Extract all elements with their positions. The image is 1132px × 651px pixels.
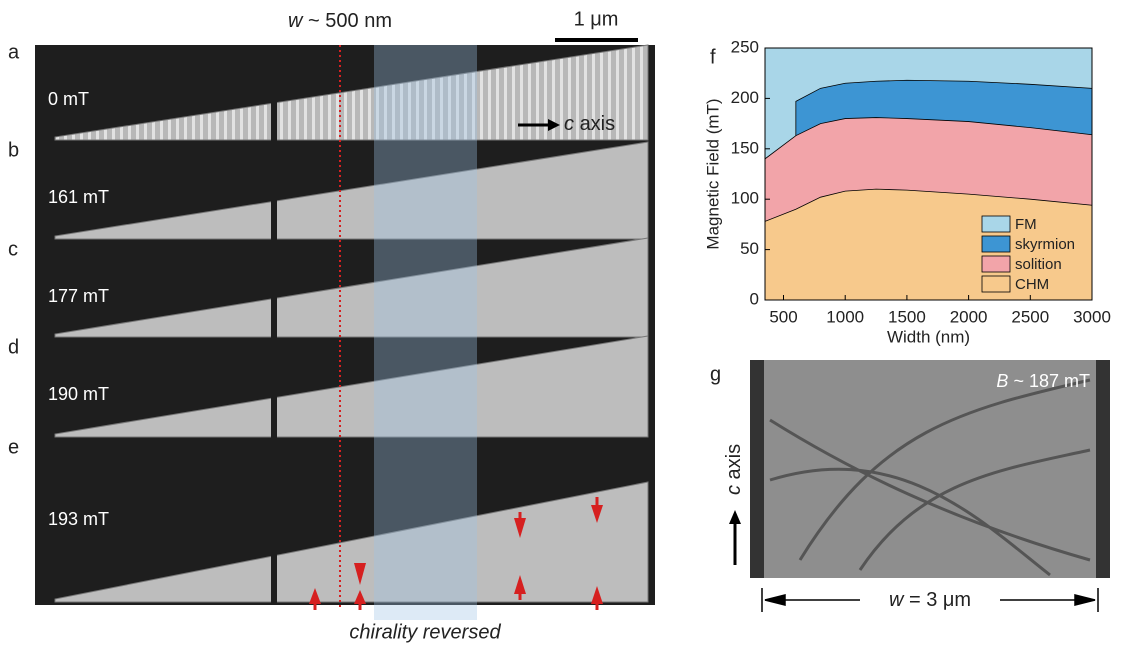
- width-label: w = 3 μm: [889, 589, 971, 611]
- field-label: 0 mT: [48, 89, 89, 109]
- x-tick-label: 1000: [826, 307, 864, 326]
- highlight-band: [374, 45, 477, 620]
- x-tick-label: 1500: [888, 307, 926, 326]
- x-tick-label: 3000: [1073, 307, 1111, 326]
- legend-label: CHM: [1015, 276, 1049, 293]
- x-tick-label: 2500: [1011, 307, 1049, 326]
- gap: [271, 340, 277, 440]
- panel-label: c: [8, 238, 18, 260]
- text: ~ 187 mT: [1013, 371, 1090, 391]
- nanostrip: [54, 237, 649, 338]
- symbol: w: [288, 10, 304, 32]
- plot-frame: [764, 47, 1093, 301]
- nanostrip: [54, 141, 649, 240]
- panel-label: g: [710, 363, 721, 385]
- symbol: c: [564, 113, 574, 135]
- phase-diagram: 0 50 100 150 200 250 500 1000 1500 2000 2500 3000 Wi…: [703, 37, 1110, 346]
- gap: [271, 143, 277, 242]
- g-axis: c axis: [723, 444, 745, 495]
- text: = 3 μm: [909, 589, 971, 611]
- x-tick-label: 2000: [950, 307, 988, 326]
- edge: [1096, 360, 1110, 578]
- image-g: [750, 360, 1110, 578]
- legend-swatch: [981, 235, 1011, 253]
- nanostrip: [54, 481, 649, 603]
- symbol: c: [723, 485, 745, 495]
- symbol: B: [996, 371, 1008, 391]
- y-tick-label: 0: [750, 289, 759, 308]
- width-marker: w ~ 500 nm: [288, 10, 392, 32]
- panel-label: f: [710, 46, 716, 68]
- y-axis-label: Magnetic Field (mT): [703, 98, 722, 249]
- panel-label: d: [8, 336, 19, 358]
- text: ~ 500 nm: [308, 10, 392, 32]
- y-tick-label: 250: [731, 37, 759, 56]
- field-label: 193 mT: [48, 509, 109, 529]
- legend-swatch: [981, 275, 1011, 293]
- symbol: w: [889, 589, 905, 611]
- field-label: 177 mT: [48, 286, 109, 306]
- legend-swatch: [981, 255, 1011, 273]
- axis-marker: c axis: [564, 113, 615, 135]
- edge: [750, 360, 764, 578]
- gap: [271, 45, 277, 143]
- text: axis: [723, 444, 745, 480]
- y-tick-label: 200: [731, 88, 759, 107]
- field-label: B ~ 187 mT: [996, 371, 1090, 391]
- red-arrows: [309, 497, 603, 610]
- y-tick-label: 50: [740, 239, 759, 258]
- gap: [271, 242, 277, 340]
- scale-bar-label: 1 μm: [574, 8, 619, 30]
- microscopy-panels: a 0 mT b 161 mT c 177 mT d 190 mT e 193 mT: [8, 41, 655, 605]
- legend-label: FM: [1015, 216, 1037, 233]
- axis-arrow-head: [548, 119, 560, 131]
- panel-label: b: [8, 139, 19, 161]
- width-arrow: [761, 588, 1099, 612]
- y-tick-label: 150: [731, 138, 759, 157]
- legend-swatch: [981, 215, 1011, 233]
- nanostrip: [54, 335, 649, 438]
- legend-label: skyrmion: [1015, 236, 1075, 253]
- panel-label: a: [8, 41, 20, 63]
- text: axis: [580, 113, 616, 135]
- field-label: 161 mT: [48, 187, 109, 207]
- axis-arrow-head: [729, 510, 741, 524]
- panel-label: e: [8, 436, 19, 458]
- texture: [769, 378, 1091, 577]
- gap: [271, 440, 277, 605]
- x-axis-label: Width (nm): [887, 327, 970, 346]
- axis-label: c axis: [723, 444, 745, 495]
- legend-label: solition: [1015, 256, 1062, 273]
- x-tick-label: 500: [769, 307, 797, 326]
- nanostrip: [54, 44, 649, 141]
- field-label: 190 mT: [48, 384, 109, 404]
- chirality-label: chirality reversed: [349, 621, 501, 643]
- y-tick-label: 100: [731, 189, 759, 208]
